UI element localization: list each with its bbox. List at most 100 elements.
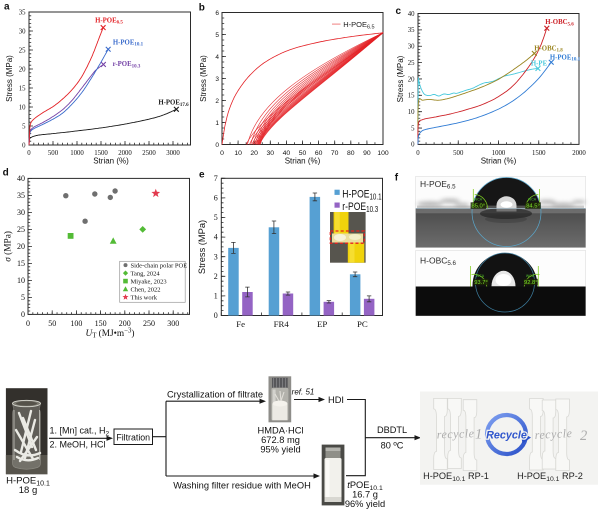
svg-text:50: 50 — [299, 150, 307, 157]
svg-text:0: 0 — [214, 311, 218, 320]
svg-text:PC: PC — [357, 319, 368, 329]
svg-text:25: 25 — [408, 60, 415, 67]
svg-text:H-POE6.5: H-POE6.5 — [95, 17, 123, 25]
svg-text:93.7°: 93.7° — [474, 280, 488, 286]
svg-text:250: 250 — [143, 319, 155, 328]
svg-text:Crystallization of filtrate: Crystallization of filtrate — [167, 390, 263, 400]
svg-text:Filtration: Filtration — [116, 433, 150, 443]
svg-text:15: 15 — [408, 93, 415, 100]
svg-text:5: 5 — [411, 125, 415, 132]
svg-text:Side-chain polar POE: Side-chain polar POE — [131, 262, 188, 269]
svg-text:200: 200 — [119, 319, 131, 328]
svg-text:60: 60 — [315, 150, 323, 157]
svg-text:Washing filter residue with Me: Washing filter residue with MeOH — [173, 481, 311, 491]
svg-text:H-POE6.5: H-POE6.5 — [420, 179, 456, 191]
svg-text:H-OBC1.8: H-OBC1.8 — [534, 45, 563, 53]
svg-text:σ (MPa): σ (MPa) — [3, 231, 14, 262]
svg-text:20: 20 — [19, 66, 26, 73]
svg-text:1: 1 — [214, 292, 218, 301]
svg-text:H-POE10.1 RP-2: H-POE10.1 RP-2 — [517, 471, 583, 483]
svg-text:2: 2 — [580, 428, 587, 444]
svg-text:e: e — [199, 169, 205, 180]
svg-text:4: 4 — [215, 54, 219, 61]
svg-text:WCA: WCA — [476, 274, 485, 278]
svg-text:0: 0 — [21, 310, 25, 319]
svg-text:30: 30 — [19, 28, 26, 35]
svg-text:H-OBC5.6: H-OBC5.6 — [545, 19, 574, 27]
svg-text:2000: 2000 — [572, 150, 586, 157]
svg-text:H-POE10.1: H-POE10.1 — [550, 54, 581, 62]
svg-text:H-POE10.1: H-POE10.1 — [342, 188, 381, 201]
svg-text:30: 30 — [17, 208, 25, 217]
svg-text:40: 40 — [408, 11, 415, 18]
svg-text:35: 35 — [19, 9, 26, 16]
svg-text:2. MeOH, HCl: 2. MeOH, HCl — [50, 440, 106, 450]
svg-text:Strian (%): Strian (%) — [93, 157, 129, 166]
svg-text:a: a — [4, 2, 10, 13]
svg-text:2: 2 — [214, 272, 218, 281]
svg-text:Recycle: Recycle — [486, 430, 527, 442]
svg-text:300: 300 — [167, 319, 179, 328]
svg-text:WCA: WCA — [528, 198, 537, 202]
svg-text:c: c — [396, 6, 402, 17]
svg-text:15: 15 — [17, 259, 25, 268]
svg-text:0: 0 — [416, 150, 420, 157]
svg-text:ref. 51: ref. 51 — [292, 388, 315, 397]
svg-text:672.8 mg: 672.8 mg — [261, 435, 300, 445]
svg-text:H-POE10.1: H-POE10.1 — [113, 39, 144, 47]
svg-text:5: 5 — [214, 213, 218, 222]
svg-text:100: 100 — [70, 319, 82, 328]
svg-text:Stress (MPa): Stress (MPa) — [5, 55, 14, 102]
svg-text:1500: 1500 — [94, 150, 108, 157]
svg-text:H-POE10.1 RP-1: H-POE10.1 RP-1 — [423, 471, 489, 483]
svg-text:WCA: WCA — [474, 198, 483, 202]
svg-text:500: 500 — [48, 150, 59, 157]
svg-text:18 g: 18 g — [19, 485, 38, 496]
svg-text:Fe: Fe — [236, 319, 245, 329]
svg-text:FR4: FR4 — [274, 319, 290, 329]
svg-text:H-POE17.6: H-POE17.6 — [158, 100, 189, 108]
svg-text:f: f — [395, 173, 399, 184]
svg-text:16.7 g: 16.7 g — [352, 490, 378, 500]
svg-text:2000: 2000 — [118, 150, 132, 157]
svg-text:H-POE6.5: H-POE6.5 — [343, 20, 374, 31]
svg-text:1: 1 — [215, 120, 219, 127]
svg-text:80: 80 — [347, 150, 355, 157]
svg-text:H-OBC5.6: H-OBC5.6 — [420, 256, 457, 268]
svg-text:7: 7 — [214, 174, 218, 183]
svg-text:HMDA·HCl: HMDA·HCl — [258, 426, 304, 436]
svg-text:0: 0 — [220, 150, 224, 157]
svg-text:95% yield: 95% yield — [260, 445, 300, 455]
svg-text:2500: 2500 — [142, 150, 156, 157]
svg-text:5: 5 — [215, 32, 219, 39]
svg-text:b: b — [199, 3, 205, 14]
svg-text:1000: 1000 — [492, 150, 506, 157]
svg-text:30: 30 — [267, 150, 275, 157]
svg-text:1. [Mn] cat., H2: 1. [Mn] cat., H2 — [50, 426, 110, 438]
svg-text:92.8°: 92.8° — [524, 280, 538, 286]
svg-text:recycle: recycle — [534, 426, 573, 442]
svg-text:150: 150 — [95, 319, 107, 328]
svg-text:6: 6 — [215, 10, 219, 17]
svg-text:84.5°: 84.5° — [526, 204, 540, 210]
svg-text:recycle: recycle — [437, 426, 475, 441]
svg-text:4: 4 — [214, 233, 218, 242]
svg-text:3: 3 — [214, 252, 218, 261]
svg-text:Miyake, 2023: Miyake, 2023 — [131, 278, 167, 285]
svg-text:1500: 1500 — [532, 150, 546, 157]
svg-text:30: 30 — [408, 44, 415, 51]
svg-text:6: 6 — [214, 194, 218, 203]
svg-text:d: d — [3, 168, 9, 179]
svg-text:Strian (%): Strian (%) — [481, 157, 517, 166]
svg-text:H-PE: H-PE — [531, 60, 548, 67]
svg-text:Stress (MPa): Stress (MPa) — [197, 220, 207, 274]
svg-text:HDI: HDI — [328, 395, 344, 405]
svg-text:85.0°: 85.0° — [471, 204, 485, 210]
svg-text:25: 25 — [17, 225, 25, 234]
svg-text:10: 10 — [408, 109, 415, 116]
svg-text:Tang, 2024: Tang, 2024 — [131, 270, 161, 277]
svg-text:20: 20 — [17, 242, 25, 251]
svg-text:10: 10 — [17, 276, 25, 285]
svg-text:15: 15 — [19, 85, 26, 92]
svg-text:35: 35 — [17, 191, 25, 200]
